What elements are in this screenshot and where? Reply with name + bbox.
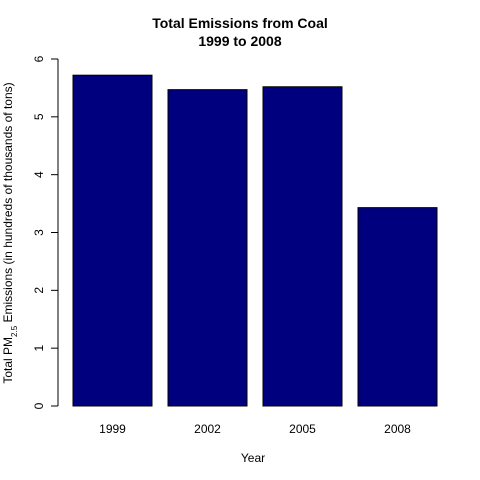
bar-1999 — [72, 74, 153, 407]
y-axis-title-prefix: Total PM — [1, 337, 15, 384]
x-axis-labels: 1999 2002 2005 2008 — [99, 422, 411, 436]
x-axis-title: Year — [241, 451, 265, 465]
y-tick-label-5: 5 — [32, 113, 46, 120]
y-tick-label-6: 6 — [32, 55, 46, 62]
y-axis-title-subscript: 2.5 — [10, 325, 19, 337]
y-tick-label-1: 1 — [32, 345, 46, 352]
x-tick-label-1999: 1999 — [99, 422, 126, 436]
y-tick-label-0: 0 — [32, 402, 46, 409]
y-axis: 0 1 2 3 4 5 6 — [32, 55, 59, 409]
y-axis-title-suffix: Emissions (in hundreds of thousands of t… — [1, 82, 15, 325]
y-axis-title: Total PM2.5 Emissions (in hundreds of th… — [1, 82, 19, 383]
y-tick-label-4: 4 — [32, 171, 46, 178]
chart-title: Total Emissions from Coal — [152, 15, 328, 31]
chart-subtitle: 1999 to 2008 — [198, 33, 281, 49]
bar-2005 — [262, 86, 343, 407]
x-tick-label-2002: 2002 — [194, 422, 221, 436]
x-tick-label-2008: 2008 — [384, 422, 411, 436]
x-tick-label-2005: 2005 — [289, 422, 316, 436]
bars — [72, 74, 438, 407]
y-tick-label-3: 3 — [32, 229, 46, 236]
bar-2002 — [167, 89, 248, 407]
y-tick-label-2: 2 — [32, 287, 46, 294]
bar-2008 — [357, 207, 438, 407]
